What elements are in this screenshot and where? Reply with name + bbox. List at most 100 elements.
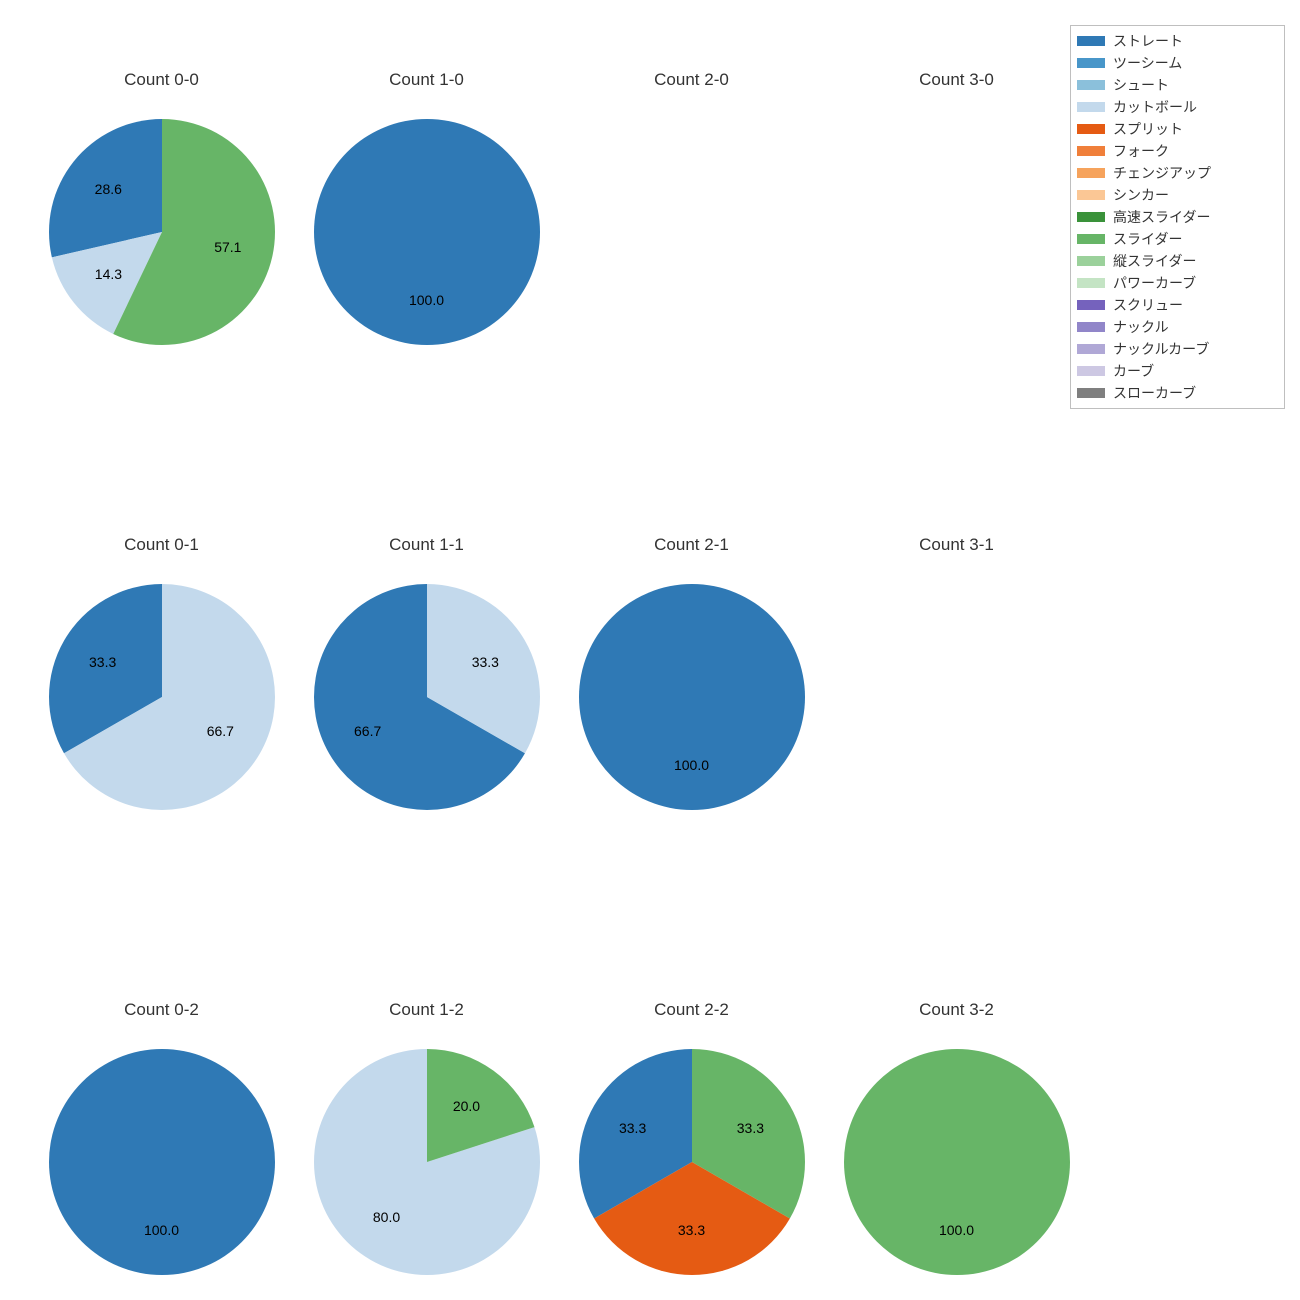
legend-label: ナックルカーブ [1113, 339, 1209, 359]
legend-label: スローカーブ [1113, 383, 1196, 403]
panel: Count 1-280.020.0 [295, 1030, 558, 1293]
legend-swatch [1077, 146, 1105, 156]
panel-title: Count 2-2 [560, 1000, 823, 1020]
legend-item: フォーク [1077, 140, 1278, 162]
pie-slice-label: 33.3 [89, 654, 116, 670]
panel-title: Count 0-1 [30, 535, 293, 555]
legend-swatch [1077, 388, 1105, 398]
panel: Count 0-2100.0 [30, 1030, 293, 1293]
legend-item: 高速スライダー [1077, 206, 1278, 228]
legend-item: ナックルカーブ [1077, 338, 1278, 360]
panel: Count 1-166.733.3 [295, 565, 558, 828]
pie-slice-label: 20.0 [453, 1098, 480, 1114]
panel-title: Count 3-2 [825, 1000, 1088, 1020]
legend-swatch [1077, 80, 1105, 90]
pie-slice-label: 28.6 [95, 181, 122, 197]
legend-swatch [1077, 366, 1105, 376]
legend-swatch [1077, 168, 1105, 178]
panel: Count 2-233.333.333.3 [560, 1030, 823, 1293]
pie-slice-label: 33.3 [472, 654, 499, 670]
panel: Count 3-2100.0 [825, 1030, 1088, 1293]
panel-title: Count 1-2 [295, 1000, 558, 1020]
legend-swatch [1077, 278, 1105, 288]
legend-item: カットボール [1077, 96, 1278, 118]
pie-slice-label: 100.0 [409, 292, 444, 308]
pie-slice [579, 584, 805, 810]
legend-label: ナックル [1113, 317, 1169, 337]
legend-item: シュート [1077, 74, 1278, 96]
pie [49, 1049, 275, 1275]
legend-label: シュート [1113, 75, 1169, 95]
pie [579, 119, 805, 345]
panel: Count 3-0 [825, 100, 1088, 363]
legend-label: フォーク [1113, 141, 1169, 161]
legend-label: スライダー [1113, 229, 1182, 249]
legend-item: ツーシーム [1077, 52, 1278, 74]
pie [579, 584, 805, 810]
pie [844, 119, 1070, 345]
pie-slice-label: 57.1 [214, 239, 241, 255]
legend-swatch [1077, 256, 1105, 266]
legend-swatch [1077, 36, 1105, 46]
legend-item: チェンジアップ [1077, 162, 1278, 184]
panel-title: Count 0-2 [30, 1000, 293, 1020]
legend-item: スローカーブ [1077, 382, 1278, 404]
legend-item: スクリュー [1077, 294, 1278, 316]
pie [49, 119, 275, 345]
pie-slice [49, 1049, 275, 1275]
legend-label: カーブ [1113, 361, 1154, 381]
pie-slice-label: 33.3 [619, 1120, 646, 1136]
pie-slice-label: 100.0 [939, 1222, 974, 1238]
pie-slice-label: 66.7 [207, 723, 234, 739]
panel: Count 0-028.614.357.1 [30, 100, 293, 363]
legend-swatch [1077, 58, 1105, 68]
legend-swatch [1077, 102, 1105, 112]
legend-swatch [1077, 344, 1105, 354]
pie-slice [314, 119, 540, 345]
legend-item: ナックル [1077, 316, 1278, 338]
pie [49, 584, 275, 810]
legend-label: チェンジアップ [1113, 163, 1211, 183]
panel: Count 3-1 [825, 565, 1088, 828]
pie [314, 1049, 540, 1275]
legend-swatch [1077, 300, 1105, 310]
panel-title: Count 2-1 [560, 535, 823, 555]
panel-title: Count 1-1 [295, 535, 558, 555]
panel: Count 2-1100.0 [560, 565, 823, 828]
legend-item: パワーカーブ [1077, 272, 1278, 294]
legend-item: スプリット [1077, 118, 1278, 140]
panel: Count 0-133.366.7 [30, 565, 293, 828]
pie [844, 1049, 1070, 1275]
pie-slice-label: 14.3 [95, 266, 122, 282]
legend-label: シンカー [1113, 185, 1169, 205]
legend-label: 高速スライダー [1113, 207, 1210, 227]
pie-slice-label: 66.7 [354, 723, 381, 739]
legend-swatch [1077, 322, 1105, 332]
legend-swatch [1077, 124, 1105, 134]
panel: Count 2-0 [560, 100, 823, 363]
pie-slice-label: 33.3 [737, 1120, 764, 1136]
legend-label: パワーカーブ [1113, 273, 1196, 293]
legend-item: カーブ [1077, 360, 1278, 382]
pie-slice-label: 80.0 [373, 1209, 400, 1225]
pie [314, 584, 540, 810]
legend-label: カットボール [1113, 97, 1197, 117]
pie-slice [844, 1049, 1070, 1275]
pie-slice-label: 33.3 [678, 1222, 705, 1238]
legend-item: 縦スライダー [1077, 250, 1278, 272]
pie [314, 119, 540, 345]
pie-slice-label: 100.0 [674, 757, 709, 773]
legend: ストレートツーシームシュートカットボールスプリットフォークチェンジアップシンカー… [1070, 25, 1285, 409]
panel-title: Count 1-0 [295, 70, 558, 90]
panel-title: Count 3-0 [825, 70, 1088, 90]
panel: Count 1-0100.0 [295, 100, 558, 363]
figure: Count 0-028.614.357.1Count 1-0100.0Count… [0, 0, 1300, 1300]
pie [844, 584, 1070, 810]
legend-label: スプリット [1113, 119, 1183, 139]
pie [579, 1049, 805, 1275]
legend-item: ストレート [1077, 30, 1278, 52]
legend-swatch [1077, 212, 1105, 222]
legend-label: ツーシーム [1113, 53, 1182, 73]
legend-item: シンカー [1077, 184, 1278, 206]
legend-item: スライダー [1077, 228, 1278, 250]
